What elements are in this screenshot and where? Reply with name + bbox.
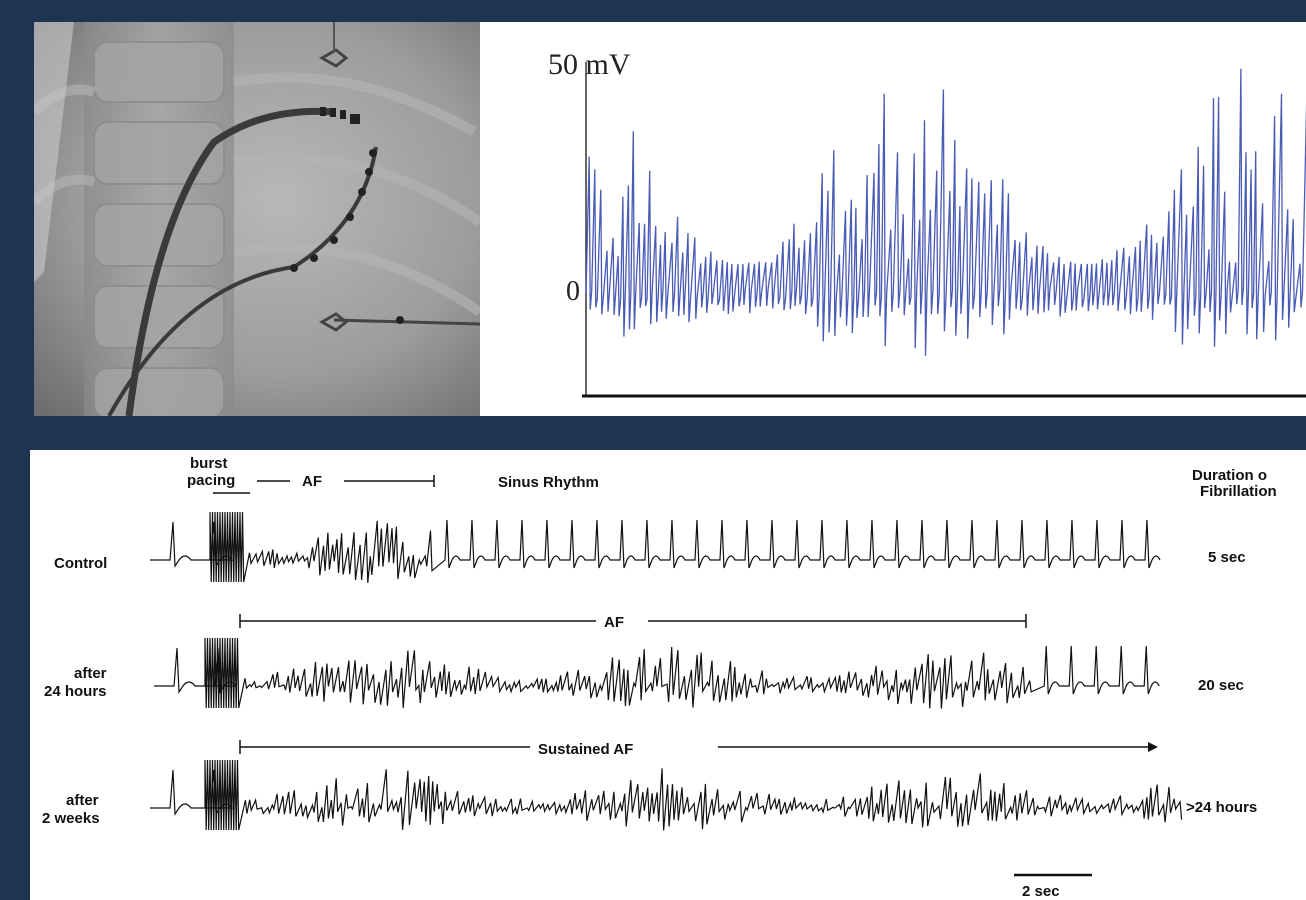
row-2w-label-2: 2 weeks: [42, 810, 100, 827]
electrogram-panel: 50 mV 0: [480, 22, 1306, 416]
fluoroscopy-svg: [34, 22, 480, 416]
duration-header-line2: Fibrillation: [1200, 483, 1277, 500]
sinus-rhythm-label: Sinus Rhythm: [498, 474, 599, 491]
duration-24h: 20 sec: [1198, 677, 1244, 694]
duration-header-line1: Duration o: [1192, 467, 1267, 484]
ecg-trace-row-1: [154, 637, 1160, 709]
row-2w-span-label: Sustained AF: [538, 741, 633, 758]
scale-bar-label: 2 sec: [1022, 883, 1060, 900]
duration-2w: >24 hours: [1186, 799, 1257, 816]
duration-control: 5 sec: [1208, 549, 1246, 566]
electrogram-waveform: [585, 68, 1306, 356]
row-2w-label-1: after: [66, 792, 99, 809]
ecg-strip-panel: burst pacing AF Sinus Rhythm Duration o …: [30, 450, 1306, 900]
ecg-svg: burst pacing AF Sinus Rhythm Duration o …: [42, 455, 1277, 900]
burst-label-line1: burst: [190, 455, 228, 472]
electrogram-svg: 50 mV 0: [548, 48, 1306, 398]
catheter-line-1: [125, 107, 335, 416]
y-axis-top-label: 50 mV: [548, 48, 631, 81]
row-24h-span-label: AF: [604, 614, 624, 631]
row-24h-label-2: 24 hours: [44, 683, 107, 700]
ecg-trace-row-0: [150, 511, 1161, 583]
y-axis-zero-label: 0: [566, 276, 580, 307]
row-24h-label-1: after: [74, 665, 107, 682]
fluoroscopy-image: [34, 22, 480, 416]
ecg-trace-row-2: [150, 759, 1183, 831]
row-control-label: Control: [54, 555, 107, 572]
burst-label-line2: pacing: [187, 472, 235, 489]
electrogram-trace: [585, 68, 1306, 356]
ecg-traces: [150, 511, 1183, 831]
header-af-label: AF: [302, 473, 322, 490]
